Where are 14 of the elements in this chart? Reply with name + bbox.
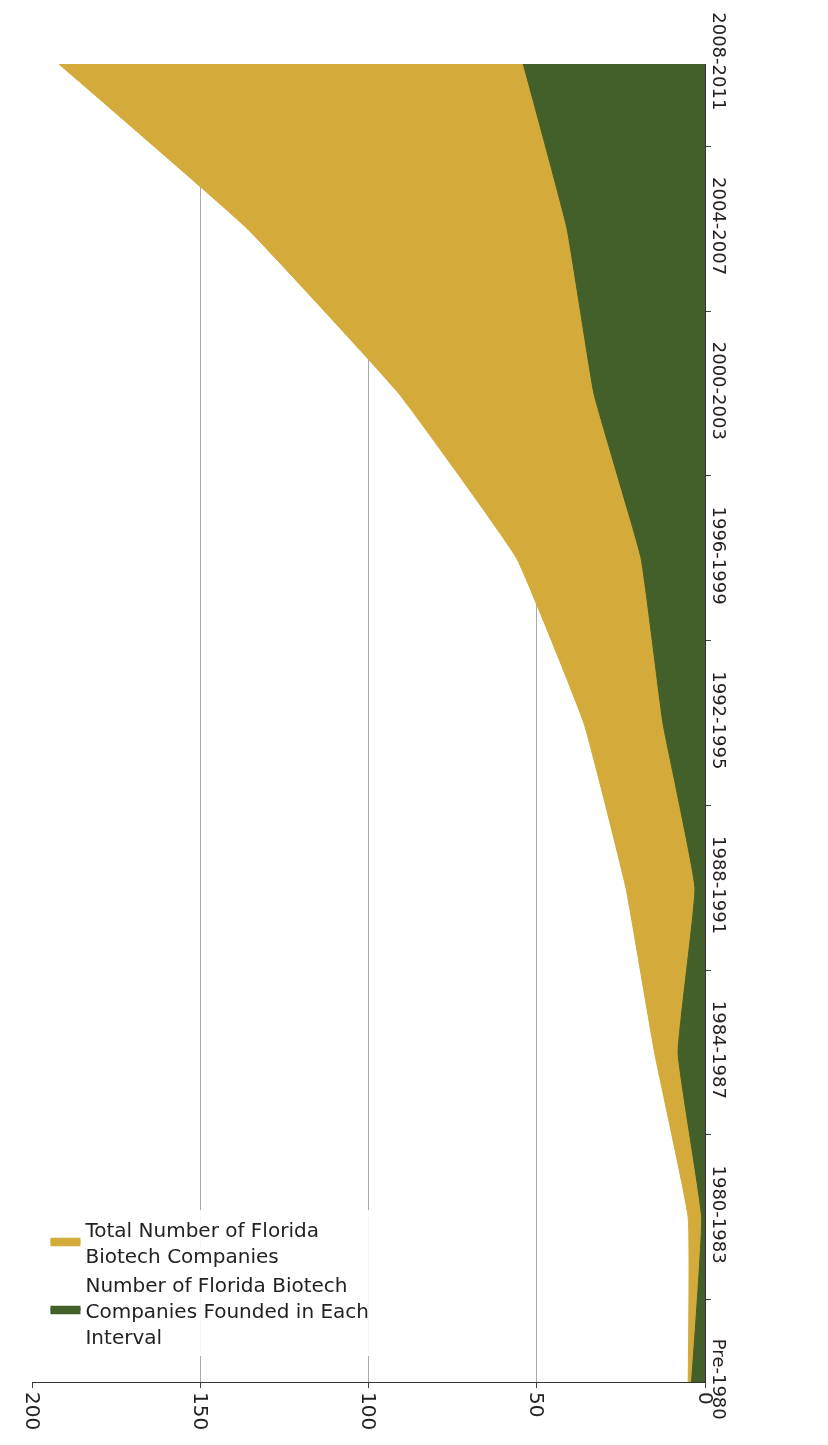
y-tick-label: 1988-1991 <box>709 835 731 935</box>
y-tick-label: 2000-2003 <box>709 341 731 440</box>
x-tick-label: 150 <box>188 1392 213 1431</box>
y-tick-label: 2004-2007 <box>709 176 731 276</box>
y-tick-label: 1984-1987 <box>709 1000 731 1099</box>
x-tick-label: 100 <box>357 1392 381 1431</box>
y-tick-label: 1992-1995 <box>709 671 731 770</box>
y-tick-label: 1980-1983 <box>709 1165 731 1264</box>
legend-label: Number of Florida Biotech Companies Founded in Each Interval <box>85 1272 370 1349</box>
legend-label: Total Number of Florida Biotech Companies <box>84 1217 319 1268</box>
y-tick-label: 1996-1999 <box>709 506 731 605</box>
y-tick-label: 2008-2011 <box>709 12 731 111</box>
x-tick-label: 200 <box>20 1392 45 1431</box>
x-tick-label: 50 <box>525 1392 550 1418</box>
